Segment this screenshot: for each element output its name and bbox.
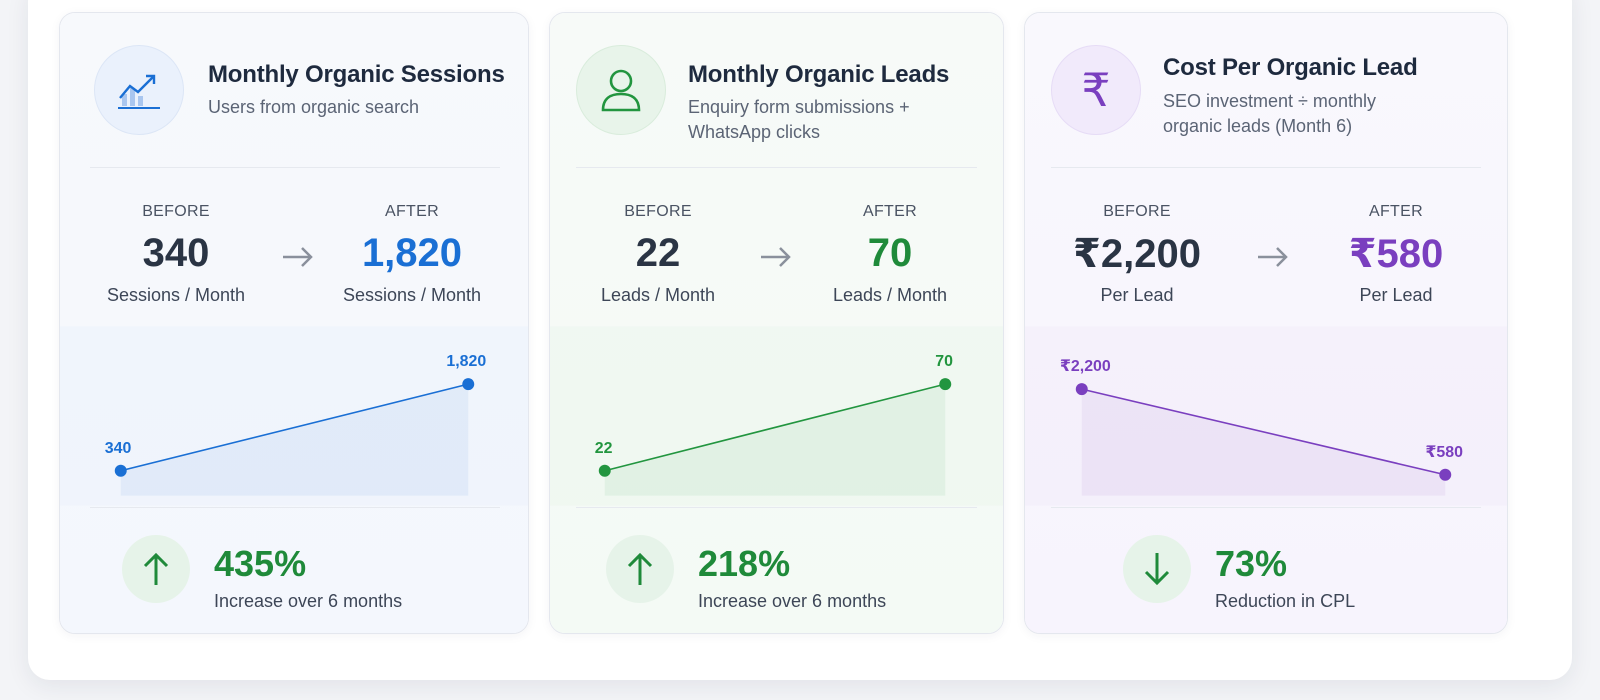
series-area [604, 384, 946, 496]
divider [1051, 507, 1481, 508]
divider [90, 507, 500, 508]
card-organic-leads: Monthly Organic Leads Enquiry form submi… [549, 12, 1004, 634]
after-label: AFTER [385, 203, 439, 220]
before-label: BEFORE [1103, 203, 1171, 220]
change-description: Reduction in CPL [1215, 591, 1356, 611]
before-label: BEFORE [624, 203, 692, 220]
after-value: 70 [867, 231, 913, 275]
before-value: 340 [142, 231, 210, 275]
arrow-right-icon [283, 247, 313, 267]
data-label-before: 340 [105, 440, 132, 457]
card-cost-per-lead: ₹ Cost Per Organic Lead SEO investment ÷… [1024, 12, 1508, 634]
after-unit: Leads / Month [832, 285, 948, 305]
card-organic-sessions: Monthly Organic Sessions Users from orga… [59, 12, 529, 634]
divider [576, 167, 977, 168]
trend-chart-icon [94, 45, 184, 135]
card-subtitle: SEO investment ÷ monthly organic leads (… [1163, 91, 1376, 136]
data-point-after [462, 378, 475, 391]
divider [90, 167, 500, 168]
series-area [1081, 389, 1446, 496]
after-unit: Sessions / Month [342, 285, 482, 305]
series-area [120, 384, 469, 496]
change-percent: 73% [1215, 543, 1288, 584]
before-unit: Per Lead [1100, 285, 1174, 305]
arrow-up-icon [122, 535, 190, 603]
data-point-before [598, 464, 611, 477]
data-label-after: ₹580 [1425, 444, 1463, 461]
before-value: ₹2,200 [1073, 232, 1201, 276]
arrow-right-icon [761, 247, 791, 267]
series-line [1081, 388, 1446, 476]
change-percent: 218% [698, 543, 791, 584]
card-subtitle: Users from organic search [208, 97, 420, 117]
change-description: Increase over 6 months [214, 591, 403, 611]
data-point-before [1075, 383, 1088, 396]
before-label: BEFORE [142, 203, 210, 220]
data-label-after: 1,820 [446, 353, 486, 370]
card-title: Monthly Organic Sessions [208, 61, 505, 88]
data-point-after [1439, 468, 1452, 481]
before-unit: Leads / Month [600, 285, 716, 305]
rupee-icon: ₹ [1051, 45, 1141, 135]
card-subtitle: Enquiry form submissions + WhatsApp clic… [688, 97, 910, 142]
divider [1051, 167, 1481, 168]
card-title: Cost Per Organic Lead [1163, 54, 1418, 81]
after-unit: Per Lead [1359, 285, 1433, 305]
after-label: AFTER [863, 203, 917, 220]
before-unit: Sessions / Month [106, 285, 246, 305]
cpl-chart: ₹2,200 ₹580 [1060, 358, 1463, 496]
user-icon [576, 45, 666, 135]
arrow-down-icon [1123, 535, 1191, 603]
card-title: Monthly Organic Leads [688, 61, 950, 88]
sessions-chart: 340 1,820 [105, 353, 486, 496]
series-line [604, 383, 946, 472]
arrow-up-icon [606, 535, 674, 603]
before-value: 22 [635, 231, 681, 275]
change-description: Increase over 6 months [698, 591, 887, 611]
series-line [120, 383, 469, 472]
data-label-before: 22 [595, 440, 613, 457]
after-value: ₹580 [1348, 232, 1444, 276]
arrow-right-icon [1258, 247, 1288, 267]
after-label: AFTER [1369, 203, 1423, 220]
divider [576, 507, 977, 508]
data-label-before: ₹2,200 [1060, 358, 1111, 375]
data-label-after: 70 [935, 353, 953, 370]
leads-chart: 22 70 [595, 353, 953, 496]
data-point-before [114, 464, 127, 477]
change-percent: 435% [214, 543, 307, 584]
after-value: 1,820 [361, 231, 463, 275]
data-point-after [939, 378, 952, 391]
